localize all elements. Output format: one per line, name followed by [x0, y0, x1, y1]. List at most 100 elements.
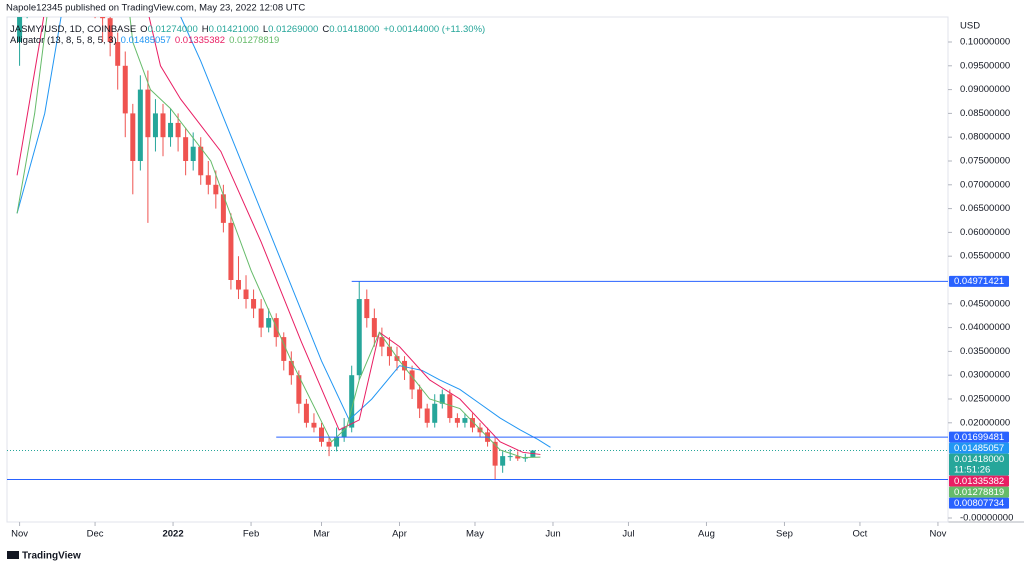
- x-tick-label: Mar: [313, 529, 329, 540]
- candle-body: [522, 457, 528, 459]
- price-label-box: [949, 453, 1009, 476]
- x-tick-label: Nov: [11, 529, 28, 540]
- legend-indicator-name: Alligator (13, 8, 5, 8, 5, 3): [10, 35, 117, 46]
- candle-body: [356, 299, 362, 376]
- candle-body: [100, 17, 106, 19]
- x-tick-label: Jun: [545, 529, 560, 540]
- candle-body: [417, 389, 423, 409]
- candle-body: [311, 422, 317, 428]
- price-label-box: [949, 431, 1009, 443]
- candle-body: [152, 113, 158, 138]
- y-tick-label: 0.10000000: [960, 37, 1010, 48]
- x-tick-label: Feb: [243, 529, 259, 540]
- x-tick-label: 2022: [162, 529, 183, 540]
- price-label: 0.01278819: [954, 487, 1004, 498]
- candle-body: [122, 65, 128, 114]
- candle-body: [402, 360, 408, 371]
- legend-change: +0.00144000 (+11.30%): [383, 24, 485, 35]
- plot: [7, 17, 948, 480]
- candle-body: [303, 403, 309, 423]
- candle-body: [281, 337, 287, 361]
- header: Napole12345 published on TradingView.com…: [6, 3, 305, 14]
- price-label: 0.01485057: [954, 443, 1004, 454]
- candle-body: [432, 403, 438, 423]
- x-tick-label: Sep: [776, 529, 793, 540]
- x-tick-label: Jul: [622, 529, 634, 540]
- candle-body: [364, 299, 370, 319]
- x-tick-label: May: [466, 529, 484, 540]
- price-label-box: [949, 486, 1009, 498]
- candle-body: [243, 289, 249, 300]
- candle-body: [386, 346, 392, 357]
- countdown: 11:51:26: [954, 465, 990, 476]
- candle-body: [379, 337, 385, 347]
- candle-body: [190, 146, 196, 161]
- candle-body: [266, 318, 272, 328]
- price-label: 0.01699481: [954, 432, 1004, 443]
- logo: [7, 551, 19, 559]
- currency: USD: [960, 21, 980, 32]
- legend-key: L: [263, 24, 268, 35]
- candle-body: [17, 17, 23, 42]
- price-label: 0.00807734: [954, 498, 1004, 509]
- legend-indicator-value: 0.01278819: [229, 35, 279, 46]
- legend-value: 0.01269000: [268, 24, 318, 35]
- candle-body: [288, 360, 294, 376]
- legend-key: O: [140, 24, 147, 35]
- plot-frame: [6, 16, 949, 523]
- candle-body: [137, 89, 143, 161]
- candle-body: [462, 418, 468, 423]
- candle-body: [145, 89, 151, 138]
- legend-symbol: JASMY/USD, 1D, COINBASE: [10, 24, 136, 35]
- candle-body: [168, 122, 174, 138]
- candle-body: [326, 441, 332, 447]
- candle-body: [507, 456, 513, 458]
- alligator-line: [16, 17, 541, 459]
- x-tick-label: Dec: [87, 529, 104, 540]
- candle-body: [115, 41, 121, 66]
- alligator-line: [16, 17, 541, 455]
- candle-body: [220, 194, 226, 223]
- candle-body: [107, 18, 113, 42]
- y-tick-label: 0.05500000: [960, 251, 1010, 262]
- price-label: 0.01418000: [954, 454, 1004, 465]
- x-tick-label: Nov: [929, 529, 946, 540]
- candle-body: [175, 122, 181, 138]
- legend-value: 0.01418000: [329, 24, 379, 35]
- candle-body: [447, 394, 453, 419]
- candle-body: [439, 394, 445, 404]
- candle-body: [228, 222, 234, 280]
- y-tick-label: 0.06000000: [960, 227, 1010, 238]
- candle-body: [469, 418, 475, 428]
- y-tick-label: 0.06500000: [960, 203, 1010, 214]
- candle-body: [349, 375, 355, 428]
- price-label-box: [949, 475, 1009, 487]
- price-label: 0.01335382: [954, 476, 1004, 487]
- y-tick-label: -0.00000000: [960, 513, 1013, 524]
- legend-key: H: [202, 24, 209, 35]
- y-tick-label: 0.09000000: [960, 84, 1010, 95]
- y-tick-label: 0.07000000: [960, 179, 1010, 190]
- footer: TradingView: [22, 551, 81, 562]
- candle-body: [213, 184, 219, 195]
- legend-ohlc: JASMY/USD, 1D, COINBASE O0.01274000 H0.014…: [10, 24, 485, 35]
- price-label: 0.04971421: [954, 276, 1004, 287]
- price-label-box: [949, 275, 1009, 287]
- y-tick-label: 0.03000000: [960, 370, 1010, 381]
- candle-body: [160, 113, 166, 138]
- y-tick-label: 0.08500000: [960, 108, 1010, 119]
- y-tick-label: 0.08000000: [960, 132, 1010, 143]
- price-label-box: [949, 442, 1009, 454]
- candle-body: [198, 146, 204, 176]
- candle-body: [334, 437, 340, 447]
- legend-indicator: Alligator (13, 8, 5, 8, 5, 3) 0.01485057 0…: [10, 35, 279, 46]
- legend-key: C: [322, 24, 329, 35]
- candle-body: [454, 418, 460, 423]
- candle-body: [500, 456, 506, 466]
- x-tick-label: Apr: [392, 529, 407, 540]
- legend-value: 0.01421000: [209, 24, 259, 35]
- y-tick-label: 0.04500000: [960, 298, 1010, 309]
- candle-body: [409, 370, 415, 390]
- candle-body: [258, 308, 264, 328]
